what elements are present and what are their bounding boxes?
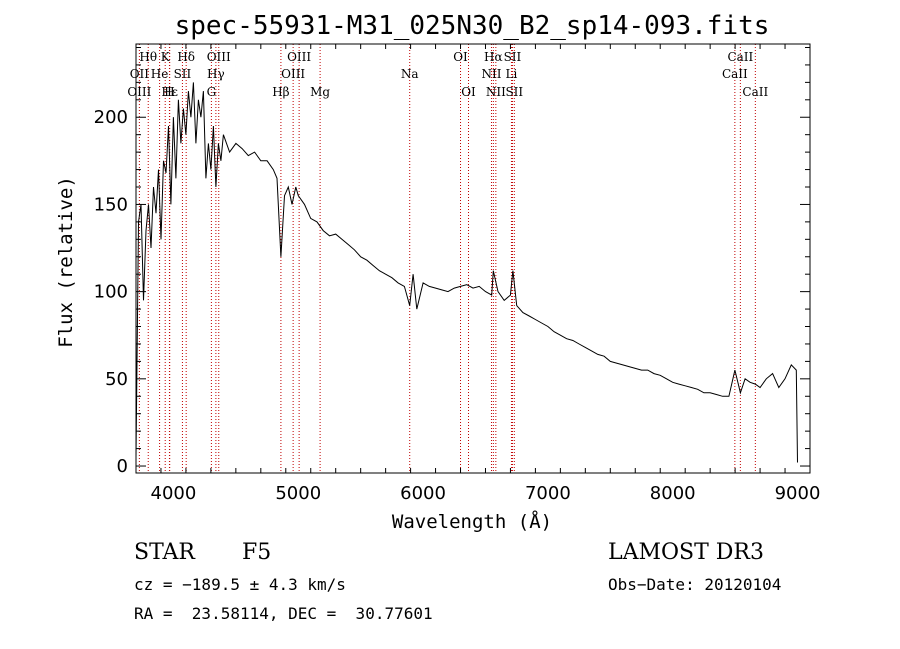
line-marker-label: OIII <box>207 50 231 64</box>
line-marker-label: G <box>207 85 217 99</box>
survey-name: LAMOST DR3 <box>608 540 764 565</box>
line-marker-label: Hθ <box>139 50 157 64</box>
y-tick-label: 200 <box>94 107 128 128</box>
y-tick-label: 100 <box>94 282 128 303</box>
subclass: F5 <box>242 540 272 565</box>
y-tick-label: 150 <box>94 194 128 215</box>
line-marker-label: Hβ <box>272 85 289 99</box>
line-marker-label: OIII <box>281 67 305 81</box>
x-axis-ticks: 4000 5000 6000 7000 8000 9000 <box>135 44 821 504</box>
chart-title: spec-55931-M31_025N30_B2_sp14-093.fits <box>175 11 770 41</box>
x-tick-label: 4000 <box>151 483 197 504</box>
line-marker-label: Mg <box>310 85 330 99</box>
line-marker-label: SII <box>505 85 523 99</box>
y-axis-label: Flux (relative) <box>55 176 77 348</box>
line-marker-label: Hα <box>484 50 503 64</box>
line-marker-label: SII <box>504 50 522 64</box>
line-marker-label: SII <box>174 67 192 81</box>
y-tick-label: 0 <box>117 456 128 477</box>
line-marker-label: OIII <box>287 50 311 64</box>
line-marker-label: CaII <box>722 67 748 81</box>
line-marker-label: K <box>161 50 171 64</box>
line-marker-label: NII <box>481 67 501 81</box>
line-marker-label: OI <box>453 50 468 64</box>
x-axis-label: Wavelength (Å) <box>392 510 552 533</box>
line-marker-label: CaII <box>727 50 753 64</box>
line-marker-label: Hγ <box>207 67 225 81</box>
line-marker-label: Na <box>401 67 419 81</box>
y-tick-label: 50 <box>105 369 128 390</box>
line-marker-label: NII <box>486 85 506 99</box>
line-marker-label: Li <box>506 67 518 81</box>
line-marker-label: OIII <box>127 85 151 99</box>
y-axis-ticks: 0 50 100 150 200 <box>94 46 810 477</box>
spectrum-line <box>135 82 798 463</box>
line-marker-label: H <box>164 85 174 99</box>
redshift-text: cz = −189.5 ± 4.3 km/s <box>134 575 346 594</box>
coordinates: RA = 23.58114, DEC = 30.77601 <box>134 604 433 623</box>
line-marker-label: Hδ <box>177 50 195 64</box>
line-marker-label: CaII <box>742 85 768 99</box>
line-markers <box>138 44 756 473</box>
obs-date: Obs−Date: 20120104 <box>608 575 782 594</box>
x-tick-label: 5000 <box>275 483 321 504</box>
plot-frame <box>135 43 811 474</box>
line-marker-label: OI <box>461 85 476 99</box>
x-tick-label: 8000 <box>650 483 696 504</box>
line-marker-label: Hε <box>161 85 178 99</box>
x-tick-label: 6000 <box>400 483 446 504</box>
line-marker-label: He <box>151 67 169 81</box>
x-tick-label: 9000 <box>775 483 821 504</box>
line-marker-label: OII <box>130 67 150 81</box>
object-type: STAR <box>134 540 195 565</box>
x-tick-label: 7000 <box>525 483 571 504</box>
